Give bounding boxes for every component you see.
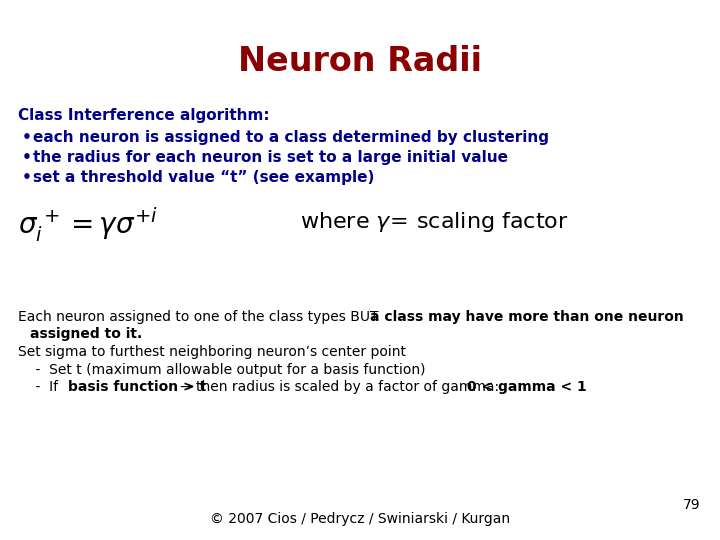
Text: •: • [22, 170, 32, 185]
Text: each neuron is assigned to a class determined by clustering: each neuron is assigned to a class deter… [33, 130, 549, 145]
Text: assigned to it.: assigned to it. [30, 327, 143, 341]
Text: 79: 79 [683, 498, 700, 512]
Text: a class may have more than one neuron: a class may have more than one neuron [370, 310, 684, 324]
Text: $\sigma_i^{\,+}=\gamma\sigma^{+i}$: $\sigma_i^{\,+}=\gamma\sigma^{+i}$ [18, 206, 158, 244]
Text: basis function > t: basis function > t [68, 380, 211, 394]
Text: Neuron Radii: Neuron Radii [238, 45, 482, 78]
Text: the radius for each neuron is set to a large initial value: the radius for each neuron is set to a l… [33, 150, 508, 165]
Text: Each neuron assigned to one of the class types BUT: Each neuron assigned to one of the class… [18, 310, 383, 324]
Text: Set sigma to furthest neighboring neuron’s center point: Set sigma to furthest neighboring neuron… [18, 345, 406, 359]
Text: set a threshold value “t” (see example): set a threshold value “t” (see example) [33, 170, 374, 185]
Text: •: • [22, 150, 32, 165]
Text: •: • [22, 130, 32, 145]
Text: → then radius is scaled by a factor of gamma:: → then radius is scaled by a factor of g… [180, 380, 503, 394]
Text: where $\gamma\!=\!$ scaling factor: where $\gamma\!=\!$ scaling factor [300, 210, 569, 234]
Text: Class Interference algorithm:: Class Interference algorithm: [18, 108, 269, 123]
Text: -  Set t (maximum allowable output for a basis function): - Set t (maximum allowable output for a … [18, 363, 426, 377]
Text: 0 < gamma < 1: 0 < gamma < 1 [467, 380, 587, 394]
Text: © 2007 Cios / Pedrycz / Swiniarski / Kurgan: © 2007 Cios / Pedrycz / Swiniarski / Kur… [210, 512, 510, 526]
Text: -  If: - If [18, 380, 63, 394]
